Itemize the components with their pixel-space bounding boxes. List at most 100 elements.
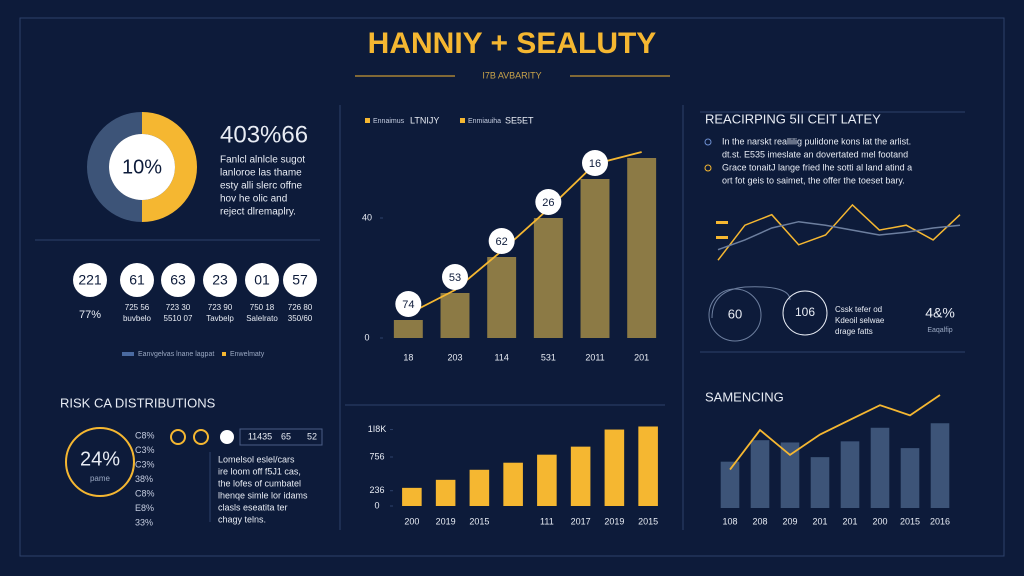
kpi-label: 750 18 <box>250 303 275 312</box>
frame <box>19 17 1005 557</box>
insight-text: ort fot geis to saimet, the offer the to… <box>722 175 905 185</box>
kpi-label: 723 90 <box>208 303 233 312</box>
risk-text: ire loom off f5J1 cas, <box>218 466 301 476</box>
legend-swatch <box>460 118 465 123</box>
kpi-value: 61 <box>129 272 145 288</box>
insight-stat: 4&% <box>925 305 955 321</box>
bar <box>440 293 470 338</box>
risk-text: Lomelsol eslel/cars <box>218 454 295 464</box>
page-subtitle: I7B AVBARITY <box>482 70 541 80</box>
y-tick-label: 236 <box>369 485 384 495</box>
risk-item: 33% <box>135 517 153 527</box>
y-tick-label: 40 <box>362 212 372 222</box>
kpi-value: 63 <box>170 272 186 288</box>
summary-text: esty alli slerc offne <box>220 181 303 192</box>
box <box>239 428 323 446</box>
x-tick-label: 2015 <box>900 516 920 526</box>
legend-text: Enwelmaty <box>230 351 265 358</box>
risk-text: clasls eseatita ter <box>218 502 288 512</box>
bar <box>604 429 625 506</box>
x-tick-label: 114 <box>494 352 508 362</box>
x-tick-label: 201 <box>634 352 649 362</box>
bar <box>930 423 950 508</box>
x-tick-label: 209 <box>782 516 797 526</box>
summary-stat: 403%66 <box>220 121 308 148</box>
bar <box>570 446 591 506</box>
x-tick-label: 200 <box>404 516 419 526</box>
risk-ring <box>65 427 135 497</box>
marker <box>716 221 728 224</box>
pie-slice <box>87 112 142 222</box>
insight-title: REACIRPING 5II CEIT LATEY <box>705 111 881 126</box>
risk-text: chagy telns. <box>218 514 266 524</box>
line <box>717 220 961 251</box>
legend-text: Ennaimus <box>373 118 405 125</box>
gauge-value: 106 <box>795 305 815 319</box>
kpi-label: 77% <box>79 309 101 321</box>
bar <box>810 457 830 508</box>
gauge-text: Cssk tefer od <box>835 305 882 314</box>
bar <box>487 257 517 338</box>
kpi-label: 723 30 <box>166 303 191 312</box>
bar <box>870 427 890 508</box>
x-tick-label: 111 <box>540 516 554 526</box>
point-label-bg <box>442 264 468 290</box>
y-tick-label: 1I8K <box>368 424 387 434</box>
risk-item: 38% <box>135 474 153 484</box>
kpi-label: Salelrato <box>246 314 278 323</box>
y-tick-label: 756 <box>369 451 384 461</box>
bar <box>780 442 800 508</box>
bar <box>638 426 658 506</box>
kpi-value: 23 <box>212 272 228 288</box>
bar <box>720 461 740 508</box>
gauge <box>708 288 762 342</box>
risk-item: E8% <box>135 503 154 513</box>
kpi-circle <box>245 263 279 297</box>
summary-text: Fanlcl alnlcle sugot <box>220 155 305 166</box>
pie-slice <box>142 112 197 222</box>
bar <box>533 218 563 338</box>
bar <box>537 454 557 506</box>
kpi-circle <box>161 263 195 297</box>
legend-text: Enmiauiha <box>468 118 501 125</box>
pie-center-label: 10% <box>122 156 162 178</box>
risk-item: C8% <box>135 488 155 498</box>
bar <box>393 320 423 338</box>
y-tick-label: 0 <box>364 332 369 342</box>
box-text: 52 <box>307 431 317 441</box>
gauge-arc <box>711 286 791 319</box>
summary-text: lanloroe las thame <box>220 168 302 179</box>
legend-text: Eanvgelvas lnane lagpat <box>138 351 214 358</box>
insight-text: dt.st. E535 imeslate an dovertated mel f… <box>722 149 908 159</box>
box-text: 65 <box>281 431 291 441</box>
icon <box>193 429 209 445</box>
risk-item: C3% <box>135 459 155 469</box>
x-tick-label: 200 <box>872 516 887 526</box>
kpi-label: 5510 07 <box>164 314 193 323</box>
x-tick-label: 201 <box>812 516 827 526</box>
bar <box>580 179 610 338</box>
gauge <box>782 290 828 336</box>
legend-swatch <box>222 352 226 356</box>
x-tick-label: 201 <box>842 516 857 526</box>
x-tick-label: 108 <box>722 516 737 526</box>
bar <box>750 440 770 508</box>
line <box>717 203 961 261</box>
x-tick-label: 208 <box>752 516 767 526</box>
kpi-circle <box>203 263 237 297</box>
legend-note: SE5ET <box>505 115 534 125</box>
bar <box>840 441 860 508</box>
bar <box>503 462 523 506</box>
risk-item: C3% <box>135 445 155 455</box>
x-tick-label: 2019 <box>604 516 624 526</box>
bullet <box>704 164 712 172</box>
point-label-bg <box>395 291 422 317</box>
point-label: 62 <box>496 236 508 248</box>
summary-text: reject dlremaplry. <box>220 207 296 218</box>
insight-text: Grace tonaitJ lange fried lhe sotti al l… <box>722 162 912 172</box>
legend-note: LTNIJY <box>410 115 439 125</box>
bar <box>627 158 657 338</box>
legend-swatch <box>365 118 370 123</box>
summary-text: hov he olic and <box>220 194 287 205</box>
